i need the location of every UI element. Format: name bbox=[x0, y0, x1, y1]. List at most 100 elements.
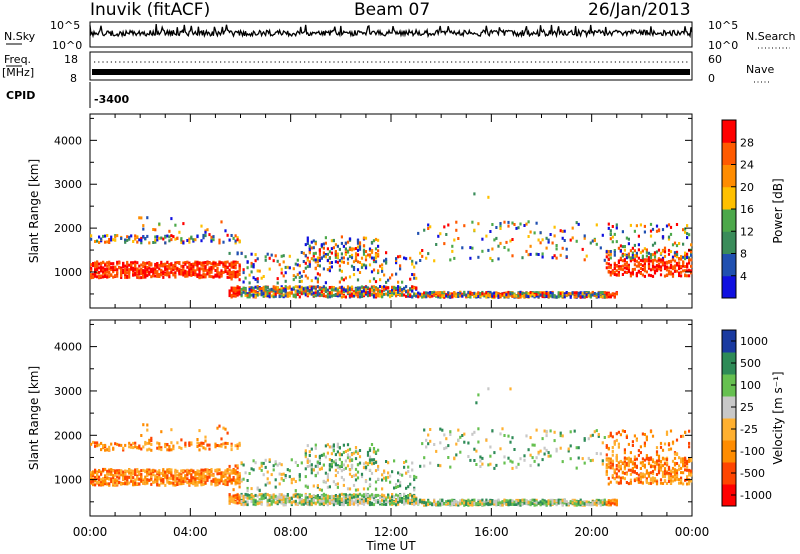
echo-cell bbox=[296, 273, 299, 277]
echo-cell bbox=[214, 442, 217, 446]
echo-cell bbox=[134, 468, 137, 472]
echo-cell bbox=[134, 441, 137, 445]
echo-cell bbox=[250, 467, 253, 471]
echo-cell bbox=[152, 228, 155, 231]
echo-cell bbox=[565, 503, 568, 507]
echo-cell bbox=[158, 447, 161, 451]
echo-cell bbox=[268, 288, 271, 292]
echo-cell bbox=[196, 441, 199, 445]
echo-cell bbox=[288, 291, 291, 295]
echo-cell bbox=[609, 295, 612, 299]
echo-cell bbox=[154, 266, 157, 270]
echo-cell bbox=[356, 463, 360, 467]
echo-cell bbox=[457, 428, 460, 432]
echo-cell bbox=[395, 259, 398, 262]
echo-cell bbox=[401, 290, 404, 294]
echo-cell bbox=[294, 499, 297, 503]
echo-cell bbox=[362, 499, 366, 503]
echo-cell bbox=[204, 435, 207, 439]
echo-cell bbox=[312, 254, 315, 258]
echo-cell bbox=[126, 262, 129, 266]
echo-cell bbox=[635, 251, 638, 255]
echo-cell bbox=[210, 482, 213, 486]
echo-cell bbox=[344, 501, 347, 504]
echo-cell bbox=[364, 291, 368, 294]
echo-cell bbox=[360, 285, 364, 289]
echo-cell bbox=[647, 265, 651, 269]
echo-cell bbox=[254, 259, 257, 263]
echo-cell bbox=[156, 272, 159, 276]
echo-cell bbox=[140, 469, 143, 473]
echo-cell bbox=[547, 293, 550, 297]
echo-cell bbox=[228, 291, 231, 295]
echo-cell bbox=[202, 262, 205, 266]
echo-cell bbox=[625, 253, 628, 257]
echo-cell bbox=[126, 469, 129, 473]
echo-cell bbox=[684, 251, 687, 255]
echo-cell bbox=[362, 502, 366, 506]
echo-cell bbox=[120, 274, 123, 277]
echo-cell bbox=[108, 477, 111, 481]
echo-cell bbox=[204, 234, 207, 238]
echo-cell bbox=[340, 475, 343, 479]
echo-cell bbox=[372, 285, 376, 289]
echo-cell bbox=[102, 271, 105, 275]
echo-cell bbox=[266, 499, 269, 503]
echo-cell bbox=[397, 497, 400, 501]
echo-cell bbox=[102, 275, 105, 279]
echo-cell bbox=[655, 268, 659, 272]
echo-cell bbox=[429, 293, 432, 296]
echo-cell bbox=[649, 259, 653, 263]
echo-cell bbox=[407, 494, 410, 497]
echo-cell bbox=[377, 292, 380, 295]
echo-cell bbox=[110, 273, 113, 277]
echo-cell bbox=[623, 263, 626, 266]
echo-cell bbox=[234, 266, 237, 270]
echo-cell bbox=[487, 463, 490, 467]
echo-cell bbox=[457, 501, 460, 505]
echo-cell bbox=[314, 260, 317, 264]
echo-cell bbox=[114, 274, 117, 278]
echo-cell bbox=[477, 427, 480, 431]
echo-cell bbox=[503, 246, 506, 249]
echo-cell bbox=[665, 268, 669, 272]
echo-cell bbox=[370, 293, 374, 297]
echo-cell bbox=[256, 277, 259, 281]
echo-cell bbox=[248, 293, 251, 297]
echo-cell bbox=[262, 275, 265, 278]
echo-cell bbox=[385, 500, 388, 504]
echo-cell bbox=[268, 291, 271, 295]
echo-cell bbox=[304, 254, 307, 258]
echo-cell bbox=[278, 462, 281, 466]
echo-cell bbox=[397, 471, 400, 475]
echo-cell bbox=[529, 291, 532, 294]
echo-cell bbox=[124, 240, 127, 244]
echo-cell bbox=[174, 237, 177, 241]
echo-cell bbox=[531, 443, 534, 447]
echo-cell bbox=[495, 499, 498, 503]
echo-cell bbox=[236, 260, 239, 264]
echo-cell bbox=[222, 481, 225, 485]
echo-cell bbox=[208, 261, 211, 265]
echo-cell bbox=[116, 270, 119, 274]
echo-cell bbox=[96, 268, 99, 271]
echo-cell bbox=[298, 474, 301, 478]
echo-cell bbox=[461, 294, 464, 298]
echo-cell bbox=[477, 295, 480, 299]
echo-cell bbox=[625, 236, 628, 240]
echo-cell bbox=[673, 266, 677, 270]
echo-cell bbox=[168, 264, 171, 268]
echo-cell bbox=[262, 473, 265, 477]
echo-cell bbox=[527, 253, 530, 257]
echo-cell bbox=[425, 291, 428, 295]
echo-cell bbox=[629, 274, 632, 278]
echo-cell bbox=[332, 495, 335, 498]
echo-cell bbox=[320, 288, 323, 291]
echo-cell bbox=[653, 271, 657, 275]
echo-cell bbox=[264, 288, 267, 292]
echo-cell bbox=[104, 269, 107, 273]
echo-cell bbox=[312, 258, 315, 262]
echo-cell bbox=[318, 502, 321, 506]
echo-cell bbox=[374, 493, 378, 497]
echo-cell bbox=[395, 294, 398, 298]
